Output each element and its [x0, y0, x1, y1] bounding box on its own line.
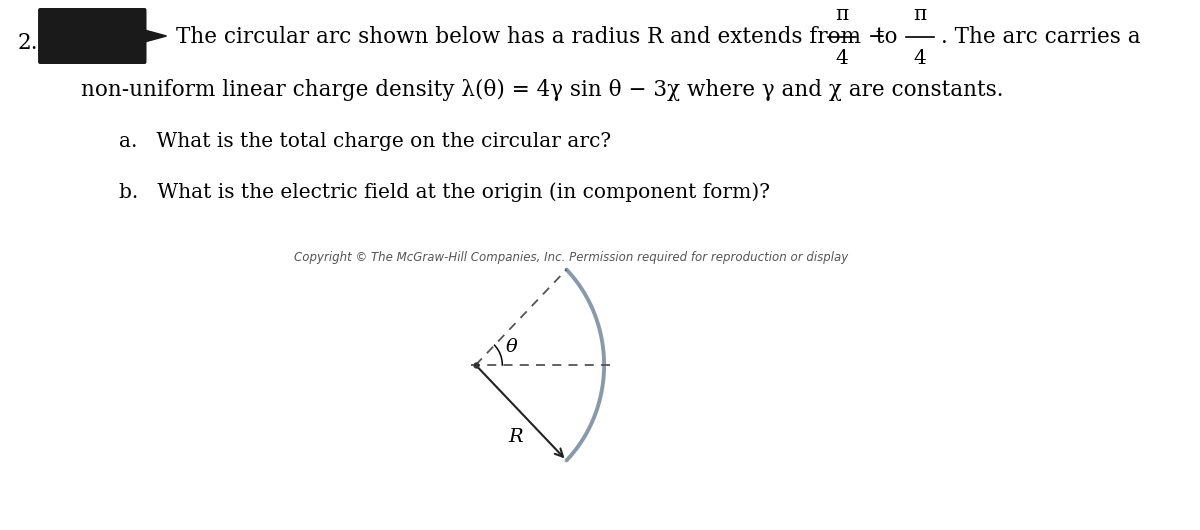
- Text: non-uniform linear charge density λ(θ) = 4γ sin θ − 3χ where γ and χ are constan: non-uniform linear charge density λ(θ) =…: [80, 79, 1003, 101]
- Text: 4: 4: [835, 49, 848, 68]
- Text: . The arc carries a: . The arc carries a: [941, 26, 1140, 48]
- Text: Copyright © The McGraw-Hill Companies, Inc. Permission required for reproduction: Copyright © The McGraw-Hill Companies, I…: [294, 252, 848, 264]
- Text: a.   What is the total charge on the circular arc?: a. What is the total charge on the circu…: [119, 132, 611, 152]
- Text: π: π: [913, 5, 926, 24]
- FancyBboxPatch shape: [38, 8, 146, 64]
- Text: θ: θ: [506, 338, 518, 356]
- Text: The circular arc shown below has a radius R and extends from −: The circular arc shown below has a radiu…: [176, 26, 886, 48]
- Text: 4: 4: [913, 49, 926, 68]
- Text: b.   What is the electric field at the origin (in component form)?: b. What is the electric field at the ori…: [119, 182, 770, 202]
- Text: π: π: [835, 5, 848, 24]
- Text: to: to: [869, 26, 904, 48]
- Text: 2.: 2.: [17, 32, 37, 54]
- Text: R: R: [508, 428, 523, 446]
- Polygon shape: [145, 30, 167, 42]
